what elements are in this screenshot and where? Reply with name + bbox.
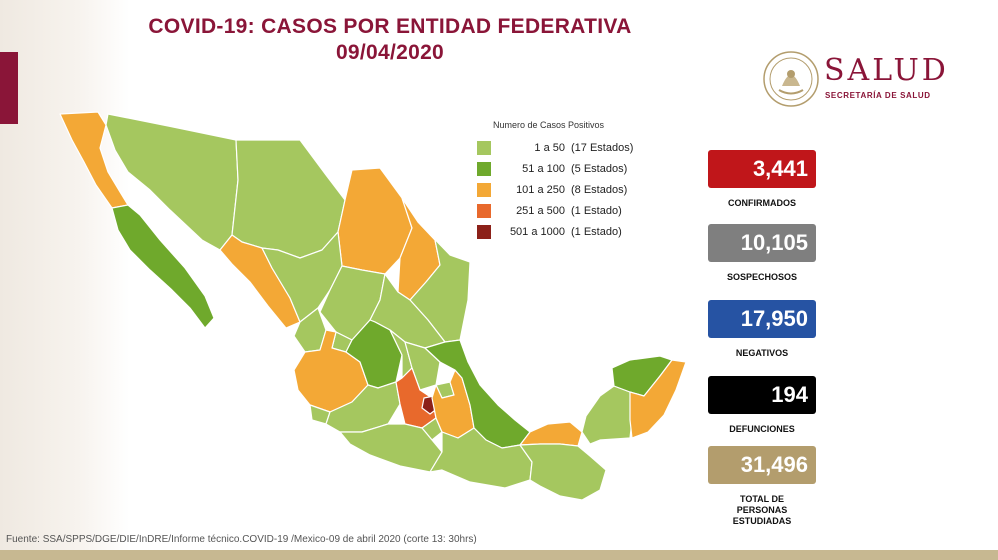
state-guerrero — [339, 423, 443, 473]
stat-label-line: TOTAL DE — [739, 494, 784, 504]
legend-range: 251 a 500 — [516, 204, 565, 217]
legend-count: (1 Estado) — [571, 204, 622, 217]
stat-box: 17,950 — [708, 300, 816, 338]
stat-label: DEFUNCIONES — [729, 424, 795, 434]
legend-item: 501 a 1000 (1 Estado) — [477, 221, 647, 242]
stat-box: 194 — [708, 376, 816, 414]
state-tabasco — [519, 421, 583, 447]
legend-item: 101 a 250 (8 Estados) — [477, 179, 647, 200]
stat-label-line: PERSONAS — [736, 505, 788, 515]
background-decoration — [0, 0, 130, 560]
stat-box: 3,441 — [708, 150, 816, 188]
stat-label-line: ESTUDIADAS — [732, 516, 792, 526]
stat-label: NEGATIVOS — [735, 348, 789, 358]
state-quintana-roo — [629, 359, 687, 439]
state-baja-california-sur — [111, 204, 215, 329]
legend-swatch — [477, 161, 491, 176]
legend-count: (5 Estados) — [571, 162, 628, 175]
state-chihuahua — [231, 139, 346, 259]
state-baja-california — [59, 111, 129, 209]
stat-box: 31,496 — [708, 446, 816, 484]
logo-name: SALUD — [824, 53, 949, 88]
legend-count: (1 Estado) — [571, 225, 622, 238]
legend-swatch — [477, 182, 491, 197]
legend-range: 51 a 100 — [522, 162, 565, 175]
legend-swatch — [477, 224, 491, 239]
stat-label: CONFIRMADOS — [728, 198, 796, 208]
mexico-map — [59, 111, 687, 501]
source-note: Fuente: SSA/SPPS/DGE/DIE/InDRE/Informe t… — [6, 534, 477, 545]
accent-bar — [0, 52, 18, 124]
logo-subtitle: SECRETARÍA DE SALUD — [825, 91, 931, 100]
legend: Numero de Casos Positivos 1 a 50 (17 Esta… — [477, 120, 647, 242]
legend-range: 1 a 50 — [534, 141, 565, 154]
stat-label: SOSPECHOSOS — [726, 272, 798, 282]
legend-count: (17 Estados) — [571, 141, 634, 154]
title-line-1: COVID-19: CASOS POR ENTIDAD FEDERATIVA — [148, 15, 632, 38]
coat-of-arms-icon — [763, 51, 819, 107]
legend-count: (8 Estados) — [571, 183, 628, 196]
legend-item: 51 a 100 (5 Estados) — [477, 158, 647, 179]
legend-range: 501 a 1000 — [509, 225, 565, 238]
salud-logo: SALUD SECRETARÍA DE SALUD — [762, 50, 962, 110]
page-title: COVID-19: CASOS POR ENTIDAD FEDERATIVA 0… — [100, 14, 680, 66]
legend-swatch — [477, 203, 491, 218]
state-chiapas — [519, 443, 607, 501]
state-campeche — [581, 385, 633, 445]
legend-item: 1 a 50 (17 Estados) — [477, 137, 647, 158]
legend-item: 251 a 500 (1 Estado) — [477, 200, 647, 221]
legend-title: Numero de Casos Positivos — [493, 120, 605, 130]
stat-label: TOTAL DE PERSONAS ESTUDIADAS — [700, 494, 824, 527]
bottom-strip — [0, 550, 998, 560]
stat-box: 10,105 — [708, 224, 816, 262]
title-line-2: 09/04/2020 — [335, 41, 445, 64]
legend-range: 101 a 250 — [516, 183, 565, 196]
legend-swatch — [477, 140, 491, 155]
